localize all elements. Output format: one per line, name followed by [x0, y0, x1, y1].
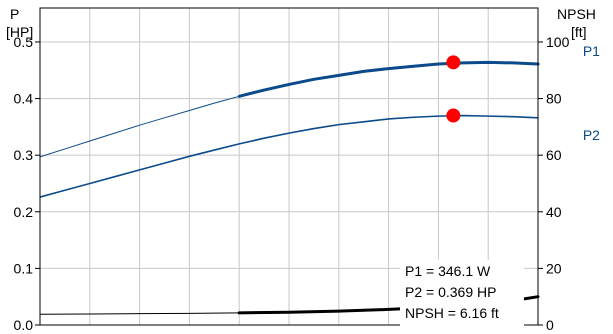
- tick-labels: 0.0 0.1 0.2 0.3 0.4 0.5 0 20 40 60 80 100: [14, 34, 570, 333]
- right-axis-title-line2: [ft]: [571, 24, 587, 40]
- left-tick-label: 0.0: [14, 317, 34, 333]
- right-tick-label: 100: [546, 34, 570, 50]
- readout-p2: P2 = 0.369 HP: [405, 284, 496, 300]
- left-tick-label: 0.5: [14, 34, 34, 50]
- right-tick-label: 60: [546, 147, 562, 163]
- readout-p1: P1 = 346.1 W: [405, 263, 491, 279]
- left-tick-label: 0.4: [14, 91, 34, 107]
- series-line-npsh-extrapolated: [39, 312, 240, 315]
- left-tick-label: 0.3: [14, 147, 34, 163]
- duty-point-marker-p1: [446, 55, 461, 70]
- duty-point-marker-p2: [446, 108, 461, 123]
- right-tick-label: 20: [546, 260, 562, 276]
- series-line-p1-extrapolated: [39, 95, 240, 158]
- readout-background: [400, 260, 524, 326]
- right-tick-label: 0: [546, 317, 554, 333]
- left-axis-title-line2: [HP]: [6, 24, 33, 40]
- left-tick-label: 0.2: [14, 204, 34, 220]
- right-tick-label: 40: [546, 204, 562, 220]
- series-label-p2: P2: [583, 127, 600, 143]
- left-tick-label: 0.1: [14, 260, 34, 276]
- plot-frame: [39, 7, 539, 326]
- right-axis-title-line1: NPSH: [557, 6, 596, 22]
- readout-npsh: NPSH = 6.16 ft: [405, 305, 499, 321]
- series-line-p1: [237, 60, 540, 98]
- left-axis-title-line1: P: [10, 6, 19, 22]
- right-tick-label: 80: [546, 91, 562, 107]
- grid: [40, 8, 538, 325]
- series-label-p1: P1: [583, 43, 600, 59]
- series-labels: P1 P2: [583, 43, 600, 143]
